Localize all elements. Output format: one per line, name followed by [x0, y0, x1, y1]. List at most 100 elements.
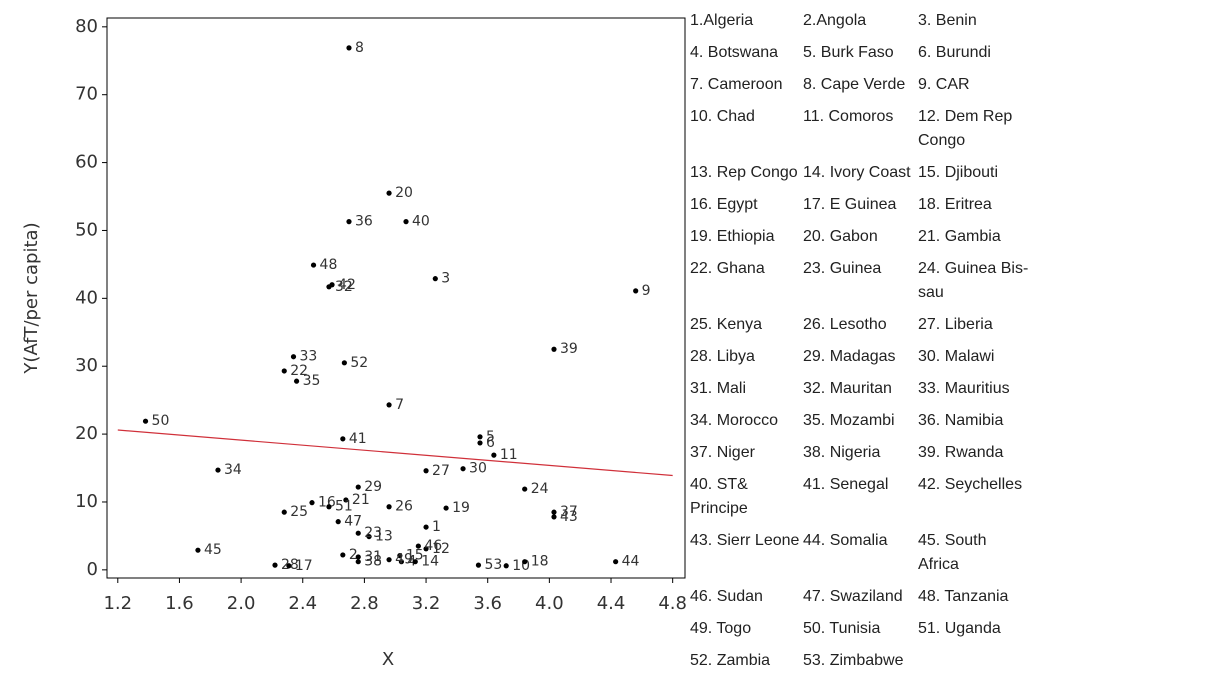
point: [491, 452, 497, 458]
point-label: 40: [412, 214, 430, 230]
country-key-entry: 7. Cameroon: [690, 76, 783, 93]
point-label: 10: [512, 558, 530, 574]
point-label: 50: [152, 413, 170, 429]
point: [142, 418, 149, 424]
country-key-entry: 25. Kenya: [690, 316, 763, 333]
country-key-entry: 17. E Guinea: [803, 196, 897, 213]
point: [355, 484, 361, 490]
point-label: 22: [290, 363, 308, 379]
y-tick-label: 30: [75, 355, 98, 376]
point: [195, 547, 201, 553]
point-label: 39: [560, 341, 578, 357]
country-key: 1.Algeria 2.Angola 3. Benin 4. Botswana 5. B…: [690, 9, 1030, 673]
chart: X Y(AfT/per capita) 1.2 1.6 2.0 2.4 2.8 3.2 3.…: [21, 16, 686, 670]
point-label: 52: [350, 355, 368, 371]
point-label: 53: [484, 557, 502, 573]
point: [346, 45, 352, 51]
point-label: 47: [344, 514, 362, 530]
country-key-entry: 14. Ivory Coast: [803, 164, 911, 181]
point: [215, 467, 221, 473]
point-label: 5: [486, 429, 495, 445]
point: [293, 378, 300, 384]
point: [281, 509, 287, 515]
point-label: 3: [441, 271, 450, 287]
point: [423, 546, 429, 552]
fit-line: [117, 429, 673, 477]
country-key-entry: 27. Liberia: [918, 316, 993, 333]
country-key-entry: 15. Djibouti: [918, 164, 999, 181]
point: [503, 563, 509, 569]
point-label: 20: [395, 185, 413, 201]
point: [281, 368, 287, 374]
x-tick-label: 2.0: [227, 593, 256, 614]
point-label: 45: [204, 542, 222, 558]
country-key-entry: 20. Gabon: [803, 228, 878, 245]
point: [290, 354, 297, 360]
country-key-entry: 28. Libya: [690, 348, 755, 365]
country-key-entry: 29. Madagas: [803, 348, 896, 365]
point: [286, 563, 292, 569]
country-key-entry: 23. Guinea: [803, 260, 882, 277]
point: [432, 276, 438, 282]
country-key-entry: 11. Comoros: [803, 108, 894, 125]
x-axis-label: X: [382, 649, 394, 670]
point-label: 18: [531, 554, 549, 570]
point-label: 44: [622, 554, 640, 570]
point-label: 26: [395, 499, 413, 515]
country-key-entry: 47. Swaziland: [803, 588, 903, 605]
point: [403, 219, 409, 225]
point-label: 11: [500, 447, 518, 463]
x-tick-label: 2.4: [288, 593, 317, 614]
point: [386, 504, 392, 510]
x-tick-label: 2.8: [350, 593, 379, 614]
point-label: 24: [531, 481, 549, 497]
point-label: 38: [364, 554, 382, 570]
country-key-entry: 26. Lesotho: [803, 316, 887, 333]
point: [477, 440, 483, 446]
y-tick-label: 80: [75, 16, 98, 37]
point: [522, 486, 528, 492]
point-label: 21: [352, 492, 370, 508]
point: [340, 436, 346, 442]
country-key-entry: 40. ST& Principe: [690, 476, 748, 517]
country-key-entry: 41. Senegal: [803, 476, 889, 493]
country-key-entry: 3. Benin: [918, 12, 977, 29]
point: [386, 190, 392, 196]
country-key-entry: 12. Dem Rep Congo: [918, 108, 1013, 149]
country-key-entry: 31. Mali: [690, 380, 747, 397]
country-key-entry: 16. Egypt: [690, 196, 758, 213]
point: [335, 519, 341, 525]
country-key-entry: 35. Mozambi: [803, 412, 895, 429]
point: [272, 562, 278, 568]
point: [522, 559, 528, 565]
y-tick-label: 70: [75, 84, 98, 105]
point: [475, 562, 482, 568]
country-key-entry: 34. Morocco: [690, 412, 779, 429]
country-key-entry: 30. Malawi: [918, 348, 995, 365]
point: [460, 466, 466, 472]
country-key-entry: 13. Rep Congo: [690, 164, 798, 181]
country-key-entry: 50. Tunisia: [803, 620, 881, 637]
country-key-entry: 49. Togo: [690, 620, 752, 637]
country-key-entry: 38. Nigeria: [803, 444, 881, 461]
x-tick-label: 3.6: [473, 593, 502, 614]
point: [340, 552, 346, 558]
point-label: 48: [320, 257, 338, 273]
point: [355, 559, 361, 565]
point-label: 34: [224, 462, 242, 478]
point-label: 32: [335, 279, 353, 295]
point-label: 12: [432, 541, 450, 557]
country-key-entry: 19. Ethiopia: [690, 228, 775, 245]
x-tick-label: 1.2: [103, 593, 132, 614]
point-label: 31: [364, 549, 382, 565]
point: [551, 346, 557, 352]
x-tick-label: 4.4: [597, 593, 626, 614]
point: [329, 282, 335, 288]
point-label: 1: [432, 519, 441, 535]
country-key-entry: 43. Sierr Leone: [690, 532, 800, 549]
country-key-entry: 21. Gambia: [918, 228, 1001, 245]
point-label: 46: [424, 538, 442, 554]
point-label: 2: [349, 547, 358, 563]
point-label: 17: [295, 558, 313, 574]
